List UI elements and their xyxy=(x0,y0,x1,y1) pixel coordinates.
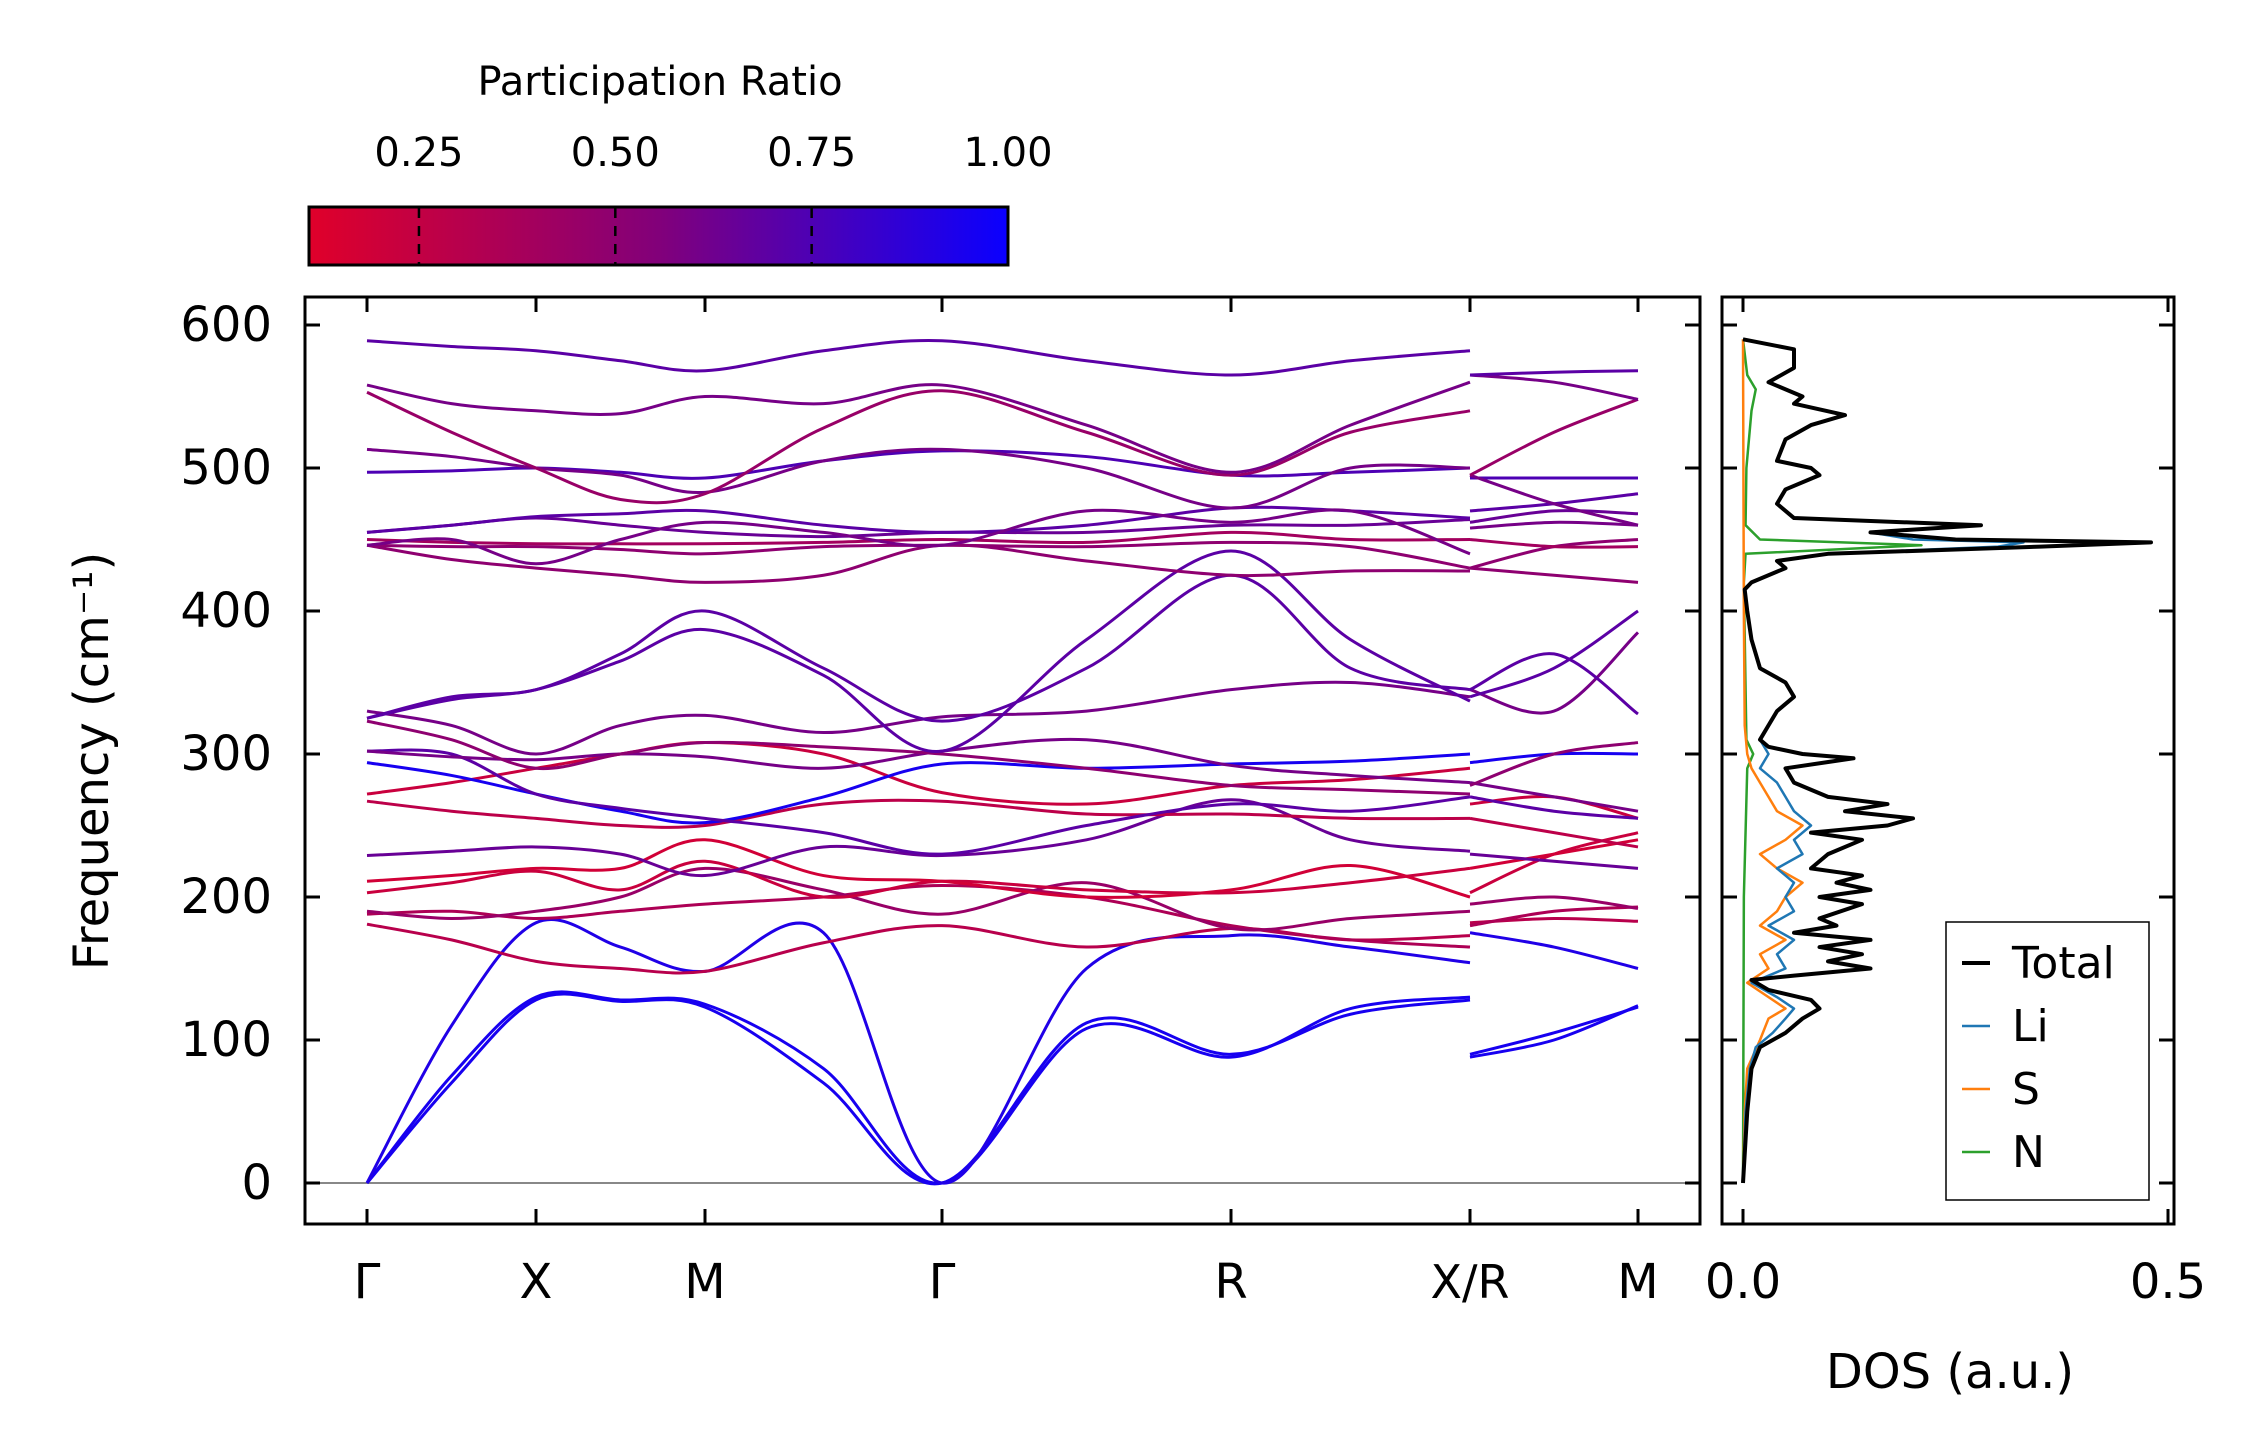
band-line xyxy=(1469,852,1639,870)
band-line xyxy=(366,866,1471,932)
band-line xyxy=(1469,795,1639,820)
band-line xyxy=(366,530,1471,546)
colorbar-tick-label: 1.00 xyxy=(963,130,1052,176)
band-line xyxy=(366,505,1471,534)
band-line xyxy=(1469,1005,1639,1056)
legend-label-n: N xyxy=(2012,1127,2045,1178)
band-line xyxy=(366,737,1471,785)
y-tick-label: 400 xyxy=(180,583,272,639)
legend-label-total: Total xyxy=(2011,938,2115,989)
band-line xyxy=(365,992,1471,1186)
k-label-3: Γ xyxy=(929,1254,956,1310)
x-axis-label: DOS (a.u.) xyxy=(1826,1344,2074,1400)
band-line xyxy=(1469,609,1639,699)
colorbar-title: Participation Ratio xyxy=(477,59,842,105)
dos-line-total xyxy=(1741,337,2153,1184)
band-line xyxy=(366,338,1471,377)
band-line xyxy=(1469,538,1639,570)
band-line xyxy=(1469,905,1639,928)
band-line xyxy=(366,543,1471,584)
band-line xyxy=(366,884,1471,949)
x-tick-label: 0.5 xyxy=(2130,1254,2206,1310)
band-line xyxy=(366,922,1471,975)
y-tick-label: 600 xyxy=(180,297,272,353)
band-line xyxy=(366,680,1471,756)
y-tick-label: 100 xyxy=(180,1012,272,1068)
band-line xyxy=(366,838,1471,899)
k-label-6: M xyxy=(1617,1254,1658,1310)
x-tick-label: 0.0 xyxy=(1705,1254,1781,1310)
main-frame xyxy=(303,295,1702,1226)
dos-axes: 0.0 0.5 DOS (a.u.) Total Li SN xyxy=(1705,295,2206,1400)
band-line xyxy=(366,389,1471,505)
band-line xyxy=(1469,816,1639,849)
band-line xyxy=(1469,781,1639,813)
band-line xyxy=(1469,741,1639,787)
band-line xyxy=(1469,473,1639,527)
band-line xyxy=(1469,373,1639,401)
band-line xyxy=(366,748,1471,856)
bands xyxy=(365,338,1640,1186)
k-label-5: X/R xyxy=(1431,1255,1510,1309)
band-line xyxy=(366,508,1471,566)
band-line xyxy=(1469,652,1639,716)
k-label-1: X xyxy=(520,1254,553,1310)
band-line xyxy=(366,449,1471,480)
band-line xyxy=(1469,895,1639,910)
band-line xyxy=(1469,397,1639,477)
band-line xyxy=(1469,538,1639,549)
band-line xyxy=(1469,509,1639,524)
band-line xyxy=(365,990,1471,1185)
band-line xyxy=(366,447,1471,510)
band-line xyxy=(365,917,1471,1185)
colorbar-tick-label: 0.50 xyxy=(571,130,660,176)
band-line xyxy=(366,798,1471,878)
band-line xyxy=(366,516,1471,539)
dos-curves xyxy=(1741,337,2153,1184)
colorbar: Participation Ratio 0.25 0.50 0.75 1.00 xyxy=(307,59,1053,267)
colorbar-gradient xyxy=(307,205,1010,267)
colorbar-tick-label: 0.25 xyxy=(374,130,463,176)
legend: Total Li SN xyxy=(1945,921,2150,1201)
k-label-0: Γ xyxy=(354,1254,381,1310)
band-line xyxy=(1469,1004,1639,1059)
band-line xyxy=(1469,631,1640,715)
band-line xyxy=(1469,520,1639,530)
band-line xyxy=(366,549,1471,753)
band-structure-axes: 0 100 200 300 400 500 600 Γ X M Γ R X/R M Frequency (c… xyxy=(64,295,1702,1310)
band-line xyxy=(1469,931,1639,970)
colorbar-tick-label: 0.75 xyxy=(767,130,856,176)
band-line xyxy=(366,380,1471,474)
k-label-2: M xyxy=(684,1254,725,1310)
dos-frame xyxy=(1720,295,2176,1226)
band-line xyxy=(1469,369,1639,377)
y-tick-label: 500 xyxy=(180,440,272,496)
band-line xyxy=(366,719,1471,796)
legend-box xyxy=(1945,921,2150,1201)
band-line xyxy=(366,798,1471,829)
y-tick-label: 300 xyxy=(180,726,272,782)
y-tick-label: 0 xyxy=(241,1155,272,1211)
y-axis-label: Frequency (cm⁻¹) xyxy=(64,552,120,970)
band-line xyxy=(366,540,1471,570)
y-tick-label: 200 xyxy=(180,869,272,925)
legend-label-li: Li xyxy=(2012,1001,2049,1052)
legend-label-s: S xyxy=(2012,1064,2040,1115)
band-line xyxy=(366,859,1471,899)
k-label-4: R xyxy=(1214,1254,1247,1310)
band-line xyxy=(1469,566,1639,584)
